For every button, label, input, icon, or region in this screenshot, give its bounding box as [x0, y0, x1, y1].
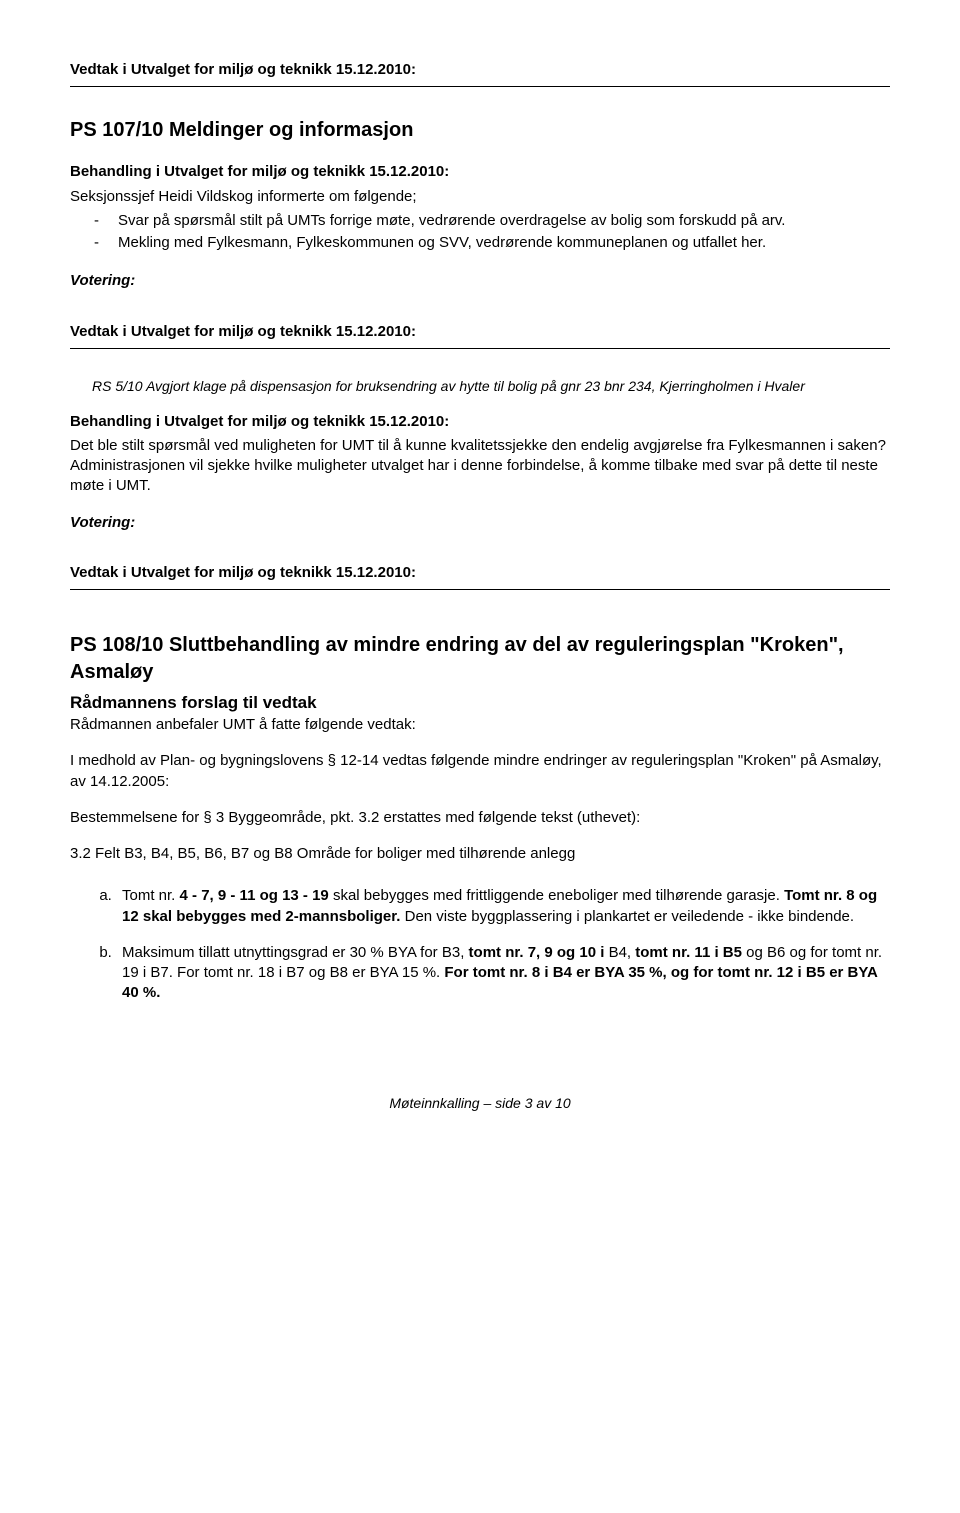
text-bold: 4 - 7, 9 - 11 og 13 - 19	[180, 887, 329, 904]
page-footer: Møteinnkalling – side 3 av 10	[70, 1094, 890, 1113]
ps108-p2: Bestemmelsene for § 3 Byggeområde, pkt. …	[70, 808, 890, 828]
ps108-list: Tomt nr. 4 - 7, 9 - 11 og 13 - 19 skal b…	[70, 886, 890, 1003]
text: Maksimum tillatt utnyttingsgrad er 30 % …	[122, 944, 469, 961]
ps107-intro: Seksjonssjef Heidi Vildskog informerte o…	[70, 187, 890, 207]
ps108-p1: I medhold av Plan- og bygningslovens § 1…	[70, 751, 890, 792]
divider	[70, 348, 890, 349]
ps108-item-a: Tomt nr. 4 - 7, 9 - 11 og 13 - 19 skal b…	[116, 886, 890, 927]
vedtak-heading-2: Vedtak i Utvalget for miljø og teknikk 1…	[70, 322, 890, 342]
vedtak-heading-3: Vedtak i Utvalget for miljø og teknikk 1…	[70, 563, 890, 583]
text: Den viste byggplassering i plankartet er…	[400, 908, 854, 925]
text: skal bebygges med frittliggende enebolig…	[329, 887, 784, 904]
ps107-title: PS 107/10 Meldinger og informasjon	[70, 117, 890, 144]
ps108-lead: Rådmannen anbefaler UMT å fatte følgende…	[70, 715, 890, 735]
ps108-title: PS 108/10 Sluttbehandling av mindre endr…	[70, 632, 890, 686]
text-bold: tomt nr. 11 i B5	[635, 944, 742, 961]
ps108-p3: 3.2 Felt B3, B4, B5, B6, B7 og B8 Område…	[70, 844, 890, 864]
divider	[70, 589, 890, 590]
text-bold: tomt nr. 7, 9 og 10 i	[469, 944, 609, 961]
ps107-bullet-2: Mekling med Fylkesmann, Fylkeskommunen o…	[118, 233, 890, 253]
votering-2: Votering:	[70, 513, 890, 533]
behandling-heading-2: Behandling i Utvalget for miljø og tekni…	[70, 412, 890, 432]
behandling-heading-1: Behandling i Utvalget for miljø og tekni…	[70, 162, 890, 182]
divider	[70, 86, 890, 87]
ps107-bullet-1: Svar på spørsmål stilt på UMTs forrige m…	[118, 211, 890, 231]
votering-1: Votering:	[70, 271, 890, 291]
text: Tomt nr.	[122, 887, 180, 904]
rs510-ref: RS 5/10 Avgjort klage på dispensasjon fo…	[92, 377, 890, 396]
ps108-item-b: Maksimum tillatt utnyttingsgrad er 30 % …	[116, 943, 890, 1004]
ps107-bullets: Svar på spørsmål stilt på UMTs forrige m…	[70, 211, 890, 254]
ps108-subtitle: Rådmannens forslag til vedtak	[70, 692, 890, 715]
vedtak-heading-1: Vedtak i Utvalget for miljø og teknikk 1…	[70, 60, 890, 80]
rs510-body: Det ble stilt spørsmål ved muligheten fo…	[70, 436, 890, 497]
text: B4,	[609, 944, 636, 961]
